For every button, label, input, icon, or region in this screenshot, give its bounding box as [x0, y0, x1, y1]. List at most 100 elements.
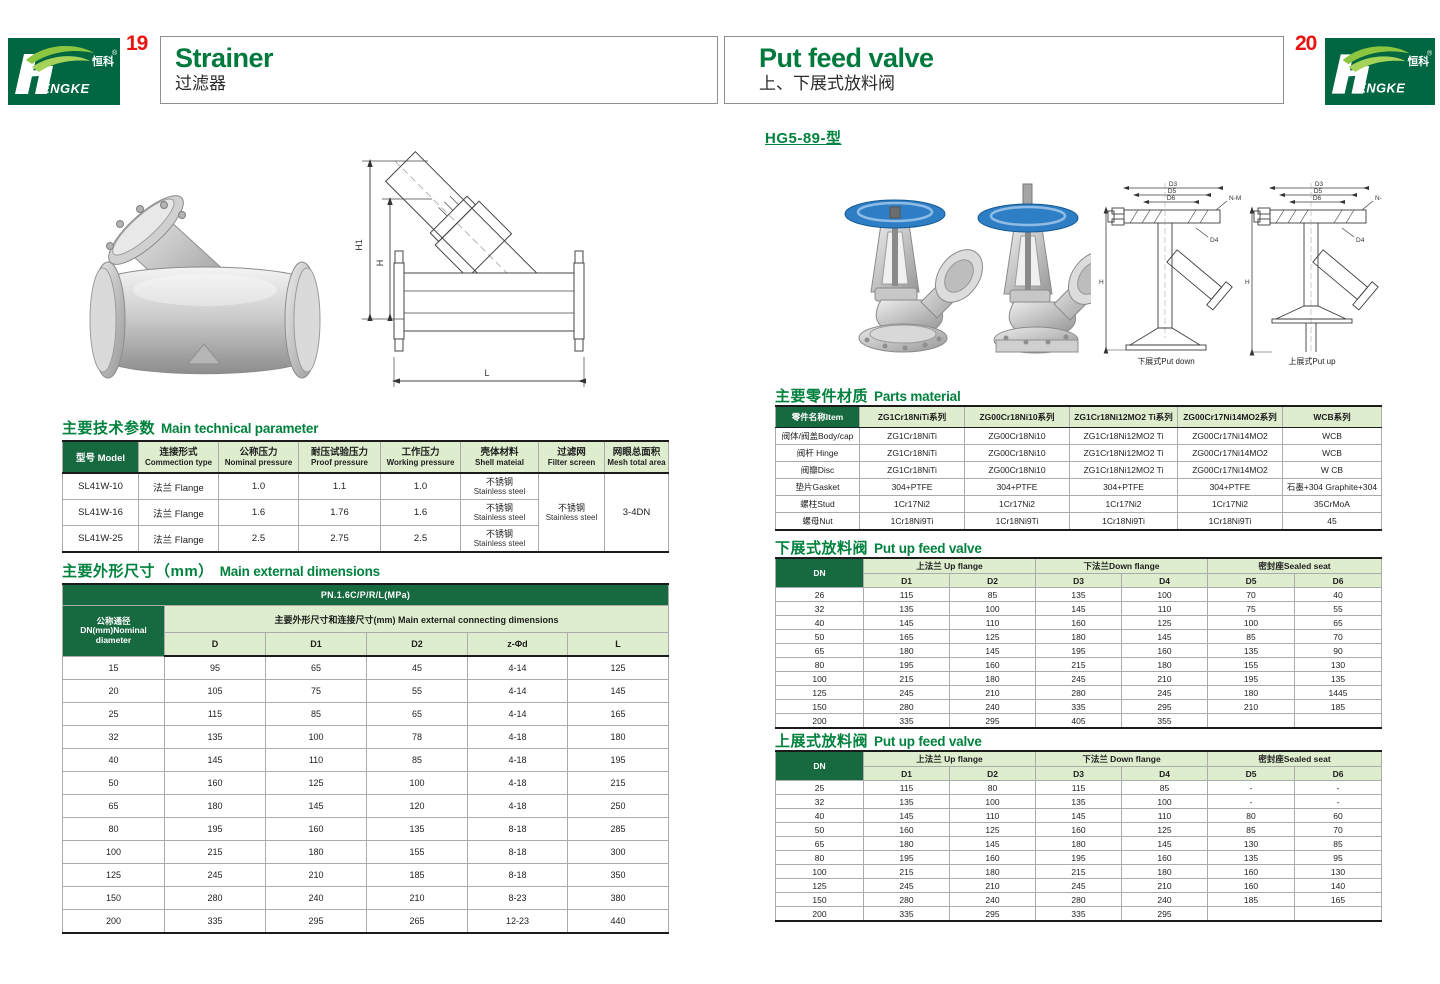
table-cell: 4-14 — [467, 702, 568, 726]
table-cell: 160 — [949, 657, 1036, 672]
table-cell: - — [1207, 780, 1296, 795]
table-cell: 8-18 — [467, 863, 568, 887]
logo-en-text: ENGKE — [41, 81, 90, 96]
table-cell: 280 — [863, 699, 950, 714]
drawing-put-up: D3 D5 D6 N-M D4 H 上展式Put up — [1245, 181, 1382, 366]
table-cell: 85 — [1120, 780, 1209, 795]
table-cell: 80 — [775, 850, 864, 865]
table-cell: 210 — [265, 863, 367, 887]
table-cell: 4-18 — [467, 748, 568, 772]
table-cell: 245 — [1035, 671, 1122, 686]
table-cell: 140 — [1294, 878, 1383, 893]
table-cell: 25 — [775, 780, 864, 795]
table-cell: 180 — [1121, 657, 1208, 672]
brand-logo-right: 恒科 ® ENGKE — [1325, 38, 1435, 105]
down-feed-valve-table: DN 上法兰 Up flange 下法兰Down flange 密封座Seale… — [775, 557, 1382, 729]
table-cell: 285 — [566, 817, 670, 841]
table-cell: 阀瓣Disc — [775, 461, 860, 479]
table-cell: 180 — [1120, 864, 1209, 879]
table-cell: 80 — [775, 657, 864, 672]
table-cell: 不锈钢 Stainless steel — [460, 499, 539, 526]
col-header-dn: DN — [775, 557, 864, 588]
table-cell: 145 — [566, 679, 670, 703]
table-cell: 210 — [366, 886, 468, 910]
table-cell: 195 — [164, 817, 266, 841]
d-cols-row: D1 D2 D3 D4 D5 D6 — [776, 766, 1383, 781]
table-cell: 160 — [164, 771, 266, 795]
table-cell: 125 — [949, 629, 1036, 644]
table-cell: 100 — [1207, 615, 1295, 630]
col-header-d6: D6 — [1294, 573, 1382, 588]
table-cell: 80 — [62, 817, 165, 841]
table-cell: 165 — [863, 629, 950, 644]
external-dimensions-table: PN.1.6C/P/R/L(MPa) 公称通径 DN(mm)Nominal diam… — [61, 583, 670, 934]
table-row: SL41W-16 法兰 Flange 1.6 1.76 1.6 不锈钢 Stain… — [62, 499, 669, 526]
table-cell: 70 — [1207, 587, 1295, 602]
table-row: 100 215 180 245 210 195 135 — [775, 671, 1382, 686]
table-cell: 240 — [949, 699, 1036, 714]
table-cell: 1.0 — [380, 472, 461, 500]
table-cell: 245 — [863, 878, 950, 893]
section-title-cn: 上展式放料阀 — [775, 733, 869, 750]
table-cell: 405 — [1035, 713, 1122, 729]
table-row: 100 215 180 155 8-18 300 — [62, 840, 670, 864]
table-row: 阀杆 Hinge ZG1Cr18NiTi ZG00Cr18Ni10 ZG1Cr18Ni… — [775, 444, 1382, 462]
table-cell: 不锈钢 Stainless steel — [460, 472, 539, 500]
table-cell: 25 — [62, 702, 165, 726]
table-cell: 210 — [949, 878, 1036, 893]
col-header-d: D — [164, 632, 266, 657]
logo-cn-text: 恒科 — [1408, 54, 1430, 68]
dim-label-h: H — [375, 260, 385, 267]
table-cell: 1Cr18Ni9Ti — [964, 512, 1070, 531]
table-cell: 65 — [775, 836, 864, 851]
table-cell: 65 — [1294, 615, 1382, 630]
table-row: 125 245 210 280 245 180 1445 — [775, 685, 1382, 700]
col-header-working-pressure: 工作压力 Working pressure — [380, 440, 461, 474]
table-cell: 26 — [775, 587, 864, 602]
table-row: 150 280 240 335 295 210 185 — [775, 699, 1382, 714]
section-title-en: Parts material — [874, 389, 961, 404]
table-row: 125 245 210 245 210 160 140 — [775, 878, 1383, 893]
table-cell: 280 — [863, 892, 950, 907]
section-title-down-feed-valve: 下展式放料阀 Put up feed valve — [775, 537, 982, 558]
table-cell: 335 — [1035, 906, 1122, 922]
table-cell: 55 — [366, 679, 468, 703]
table-row: 阀瓣Disc ZG1Cr18NiTi ZG00Cr18Ni10 ZG1Cr18Ni12… — [775, 461, 1382, 479]
table-cell: 100 — [949, 794, 1036, 809]
table-row: 100 215 180 215 180 160 130 — [775, 864, 1383, 879]
parts-header-row: 零件名称Item ZG1Cr18NiTi系列 ZG00Cr18Ni10系列 ZG… — [775, 405, 1382, 428]
table-cell: 70 — [1294, 822, 1383, 837]
table-cell — [1294, 906, 1383, 922]
table-cell: ZG00Cr18Ni10 — [964, 444, 1070, 462]
table-cell: 20 — [62, 679, 165, 703]
tech-parameter-table: 型号 Model 连接形式 Commection type 公称压力 Nominal… — [62, 440, 669, 553]
table-row: 200 335 295 265 12-23 440 — [62, 909, 670, 934]
table-cell: 40 — [775, 615, 864, 630]
group-header-up-flange: 上法兰 Up flange — [863, 750, 1036, 767]
table-cell: 100 — [366, 771, 468, 795]
table-cell: 125 — [1121, 615, 1208, 630]
page-title-box-left: Strainer 过滤器 — [160, 36, 718, 104]
section-title-en: Put up feed valve — [874, 734, 982, 749]
table-cell: 180 — [164, 794, 266, 818]
table-cell: ZG00Cr17Ni14MO2 — [1177, 461, 1283, 479]
table-cell: ZG1Cr18Ni12MO2 Ti — [1069, 427, 1178, 445]
col-header-model: 型号 Model — [62, 440, 139, 474]
table-cell: 80 — [949, 780, 1036, 795]
table-cell: 240 — [265, 886, 367, 910]
table-row: 20 105 75 55 4-14 145 — [62, 679, 670, 703]
table-cell: 440 — [566, 909, 670, 934]
table-cell: 100 — [265, 725, 367, 749]
table-cell: 1.0 — [218, 472, 299, 500]
table-cell: 75 — [1207, 601, 1295, 616]
table-cell: 4-18 — [467, 725, 568, 749]
table-row: 40 145 110 85 4-18 195 — [62, 748, 670, 772]
table-cell: 60 — [1294, 808, 1383, 823]
page-title-cn-right: 上、下展式放料阀 — [759, 74, 895, 93]
table-row: 32 135 100 78 4-18 180 — [62, 725, 670, 749]
table-row: 15 95 65 45 4-14 125 — [62, 655, 670, 680]
table-cell: 2.75 — [298, 525, 381, 553]
table-row: 50 160 125 100 4-18 215 — [62, 771, 670, 795]
drawing-caption-put-down: 下展式Put down — [1137, 356, 1194, 366]
